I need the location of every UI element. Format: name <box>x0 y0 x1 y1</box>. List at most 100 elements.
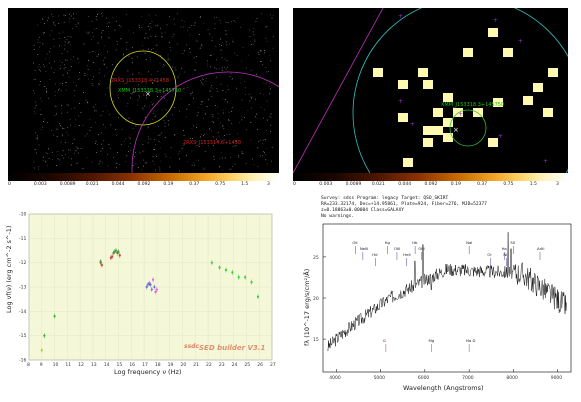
sed-data-point <box>43 334 46 337</box>
sed-ytick-label: -14 <box>19 309 26 315</box>
sed-xtick-label: 21 <box>193 362 199 368</box>
sed-watermark: SED builder V3.1 <box>199 344 265 352</box>
optical-block <box>443 93 453 102</box>
spectrum-ytick-label: 15 <box>313 337 319 343</box>
optical-block <box>398 113 408 122</box>
sed-plot-panel[interactable]: 8 9 10 11 12 13 14 15 16 17 18 19 20 21 22 23 24 25 26 27 -1… <box>4 208 279 380</box>
colorbar-tick-label: 0.0089 <box>59 182 76 187</box>
spectrum-line-label: Na D <box>466 338 475 343</box>
optical-circle-green <box>449 109 487 147</box>
spectrum-xtick-label: 4000 <box>329 375 341 381</box>
spectrum-line-label: OI <box>487 252 491 257</box>
sed-xtick-label: 8 <box>27 362 30 368</box>
xray-source-label-3: 2RXS_J153314.6+1450 <box>183 140 242 146</box>
colorbar-tick-label: 1.5 <box>529 182 537 187</box>
colorbar-left <box>8 173 279 181</box>
optical-block <box>403 158 413 167</box>
sed-xtick-label: 12 <box>78 362 84 368</box>
sed-data-point <box>149 283 152 286</box>
sed-data-point <box>151 278 155 281</box>
colorbar-tick-label: 0.19 <box>163 182 174 187</box>
colorbar-tick-label: 0.75 <box>503 182 514 187</box>
spectrum-line-label: Ha <box>502 246 507 251</box>
spectrum-line <box>327 232 567 352</box>
spectrum-ytick-label: 25 <box>313 255 319 261</box>
sed-data-point <box>111 255 114 258</box>
colorbar-right-ticks: 0 0.003 0.0089 0.021 0.044 0.092 0.19 0.37 0.75 1… <box>293 182 568 190</box>
spectrum-plot-area <box>322 223 572 373</box>
colorbar-left-ticks: 0 0.003 0.0089 0.021 0.044 0.092 0.19 0.37 0.75 1… <box>8 182 279 190</box>
colorbar-tick-label: 3 <box>267 182 270 187</box>
optical-image: + + + + + + + + × <box>292 0 581 229</box>
optical-block <box>488 138 498 147</box>
sed-data-point <box>145 285 148 289</box>
colorbar-tick-label: 0.092 <box>137 182 151 187</box>
sed-xtick-label: 20 <box>180 362 186 368</box>
optical-block <box>453 108 463 117</box>
sed-ytick-label: -10 <box>19 212 26 218</box>
optical-block <box>548 68 558 77</box>
sed-ytick-label: -11 <box>19 236 26 242</box>
optical-block <box>443 118 453 127</box>
optical-block <box>418 68 428 77</box>
sed-xtick-label: 19 <box>168 362 174 368</box>
spectrum-line-label: ArIII <box>537 246 545 251</box>
optical-block <box>423 80 433 89</box>
spectrum-line-label: NaI <box>466 240 472 245</box>
sed-xtick-label: 14 <box>104 362 110 368</box>
colorbar-tick-label: 0.092 <box>424 182 438 187</box>
sed-data-point <box>231 271 234 274</box>
optical-cross-icon: + <box>398 98 403 105</box>
sed-data-point <box>210 261 213 264</box>
spectrum-xtick-label: 5000 <box>374 375 386 381</box>
spectrum-xtick-label: 7000 <box>462 375 474 381</box>
optical-cross-icon: + <box>458 111 463 118</box>
optical-cross-icon: + <box>498 133 503 140</box>
optical-block <box>523 96 533 105</box>
optical-block <box>503 48 513 57</box>
sed-data-point <box>150 288 153 291</box>
sed-xtick-label: 26 <box>257 362 263 368</box>
colorbar-tick-label: 0.0089 <box>345 182 362 187</box>
optical-block <box>473 108 483 117</box>
spectrum-xlabel: Wavelength (Angstroms) <box>403 384 484 392</box>
sed-data-point <box>218 266 221 269</box>
optical-block <box>443 133 453 142</box>
optical-cross-icon: + <box>518 38 523 45</box>
colorbar-tick-label: 0.044 <box>111 182 125 187</box>
optical-magenta-line <box>292 7 384 174</box>
spectrum-line-label: OIII <box>394 246 400 251</box>
spectrum-xtick-label: 8000 <box>506 375 518 381</box>
colorbar-tick-label: 0.003 <box>319 182 333 187</box>
optical-image-panel[interactable]: + + + + + + + + × XMM_J153318.3+145750 <box>292 0 581 229</box>
spectrum-line-label: OII <box>352 240 357 245</box>
colorbar-tick-label: 0.37 <box>477 182 488 187</box>
spectrum-line-label: SII <box>510 240 515 245</box>
colorbar-tick-label: 0.75 <box>215 182 226 187</box>
optical-cross-icon: + <box>493 17 498 24</box>
sed-data-point <box>155 288 158 291</box>
colorbar-tick-label: 1.5 <box>241 182 249 187</box>
spectrum-header: Survey: sdss Program: legacy Target: QSO… <box>321 196 487 220</box>
spectrum-line-label: OIII <box>418 246 424 251</box>
sed-xtick-label: 11 <box>65 362 71 368</box>
colorbar-tick-label: 0.003 <box>33 182 47 187</box>
sed-xtick-label: 25 <box>244 362 250 368</box>
sed-xtick-label: 13 <box>91 362 97 368</box>
optical-block <box>488 28 498 37</box>
optical-source-label: XMM_J153318.3+145750 <box>441 102 505 108</box>
xray-image-panel[interactable]: × 2RXS_J153318.4+1458 XMM_J153318.3+1457… <box>8 8 325 265</box>
sed-data-point <box>114 249 118 252</box>
spectrum-panel[interactable]: Survey: sdss Program: legacy Target: QSO… <box>293 196 575 396</box>
sed-data-point <box>250 281 253 284</box>
spectrum-line-label: Hg <box>385 240 391 245</box>
sed-xtick-label: 18 <box>155 362 161 368</box>
sed-xtick-label: 27 <box>270 362 276 368</box>
optical-cross-icon: + <box>543 158 548 165</box>
spectrum-line-label: G <box>383 338 386 343</box>
spectrum-line-label: Hb <box>412 240 418 245</box>
sed-ylabel: Log νf(ν) (erg cm^-2 s^-1) <box>5 226 13 313</box>
optical-block <box>423 126 433 135</box>
colorbar-tick-label: 3 <box>556 182 559 187</box>
xray-cross-marker: × <box>145 90 151 98</box>
